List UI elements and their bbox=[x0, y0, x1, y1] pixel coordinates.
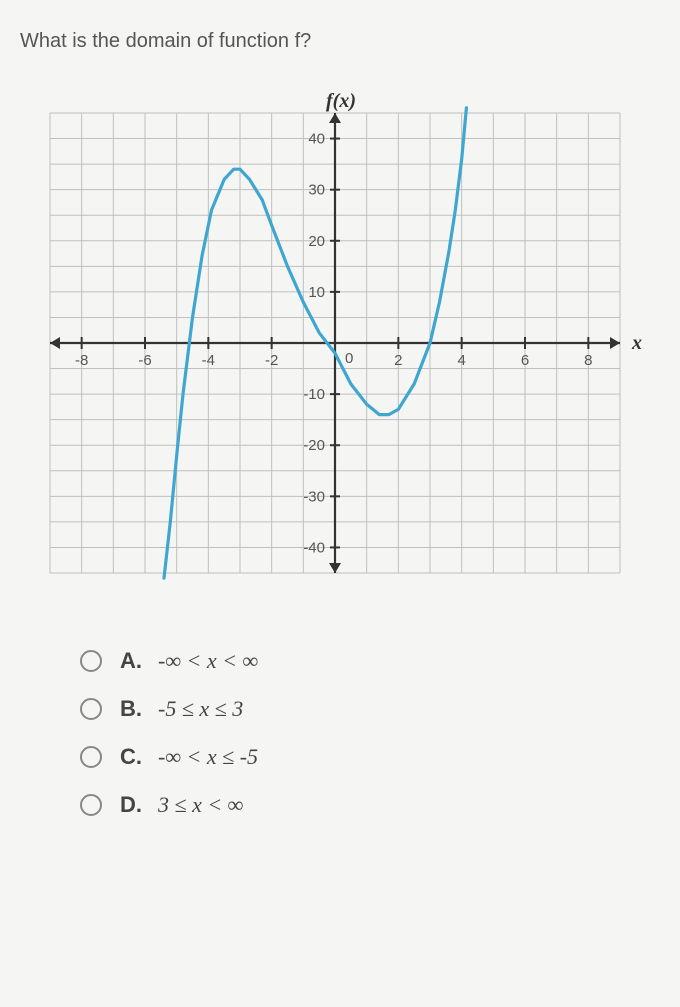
answer-letter: D. bbox=[120, 792, 142, 818]
svg-text:-8: -8 bbox=[75, 352, 88, 369]
radio-button[interactable] bbox=[80, 794, 102, 816]
question-text: What is the domain of function f? bbox=[20, 30, 660, 53]
svg-text:-2: -2 bbox=[265, 352, 278, 369]
answer-expression: -∞ < x ≤ -5 bbox=[158, 744, 258, 770]
svg-text:2: 2 bbox=[394, 352, 402, 369]
answer-letter: A. bbox=[120, 648, 142, 674]
svg-text:-4: -4 bbox=[202, 352, 215, 369]
svg-text:-40: -40 bbox=[303, 539, 325, 556]
svg-text:20: 20 bbox=[308, 233, 325, 250]
graph-container: -8 -6 -4 -2 2 4 6 8 10 20 30 40 -10 -20 -30 -40 0 f(x) x bbox=[30, 73, 650, 598]
svg-text:6: 6 bbox=[521, 352, 529, 369]
answer-letter: B. bbox=[120, 696, 142, 722]
answer-option-D[interactable]: D. 3 ≤ x < ∞ bbox=[80, 792, 660, 818]
radio-button[interactable] bbox=[80, 746, 102, 768]
svg-text:x: x bbox=[631, 332, 642, 354]
svg-text:-20: -20 bbox=[303, 437, 325, 454]
svg-text:-30: -30 bbox=[303, 488, 325, 505]
svg-text:-10: -10 bbox=[303, 386, 325, 403]
svg-text:40: 40 bbox=[308, 131, 325, 148]
svg-text:10: 10 bbox=[308, 284, 325, 301]
radio-button[interactable] bbox=[80, 650, 102, 672]
svg-text:8: 8 bbox=[584, 352, 592, 369]
svg-text:f(x): f(x) bbox=[326, 90, 356, 112]
answer-option-C[interactable]: C. -∞ < x ≤ -5 bbox=[80, 744, 660, 770]
svg-text:-6: -6 bbox=[138, 352, 151, 369]
svg-text:0: 0 bbox=[345, 350, 353, 367]
answer-letter: C. bbox=[120, 744, 142, 770]
answer-expression: -∞ < x < ∞ bbox=[158, 648, 258, 674]
svg-text:4: 4 bbox=[457, 352, 465, 369]
answer-expression: -5 ≤ x ≤ 3 bbox=[158, 696, 243, 722]
answer-choices: A. -∞ < x < ∞ B. -5 ≤ x ≤ 3 C. -∞ < x ≤ -5 D. 3… bbox=[80, 648, 660, 818]
answer-expression: 3 ≤ x < ∞ bbox=[158, 792, 243, 818]
function-graph: -8 -6 -4 -2 2 4 6 8 10 20 30 40 -10 -20 -30 -40 0 f(x) x bbox=[30, 73, 650, 593]
answer-option-A[interactable]: A. -∞ < x < ∞ bbox=[80, 648, 660, 674]
svg-text:30: 30 bbox=[308, 182, 325, 199]
radio-button[interactable] bbox=[80, 698, 102, 720]
answer-option-B[interactable]: B. -5 ≤ x ≤ 3 bbox=[80, 696, 660, 722]
